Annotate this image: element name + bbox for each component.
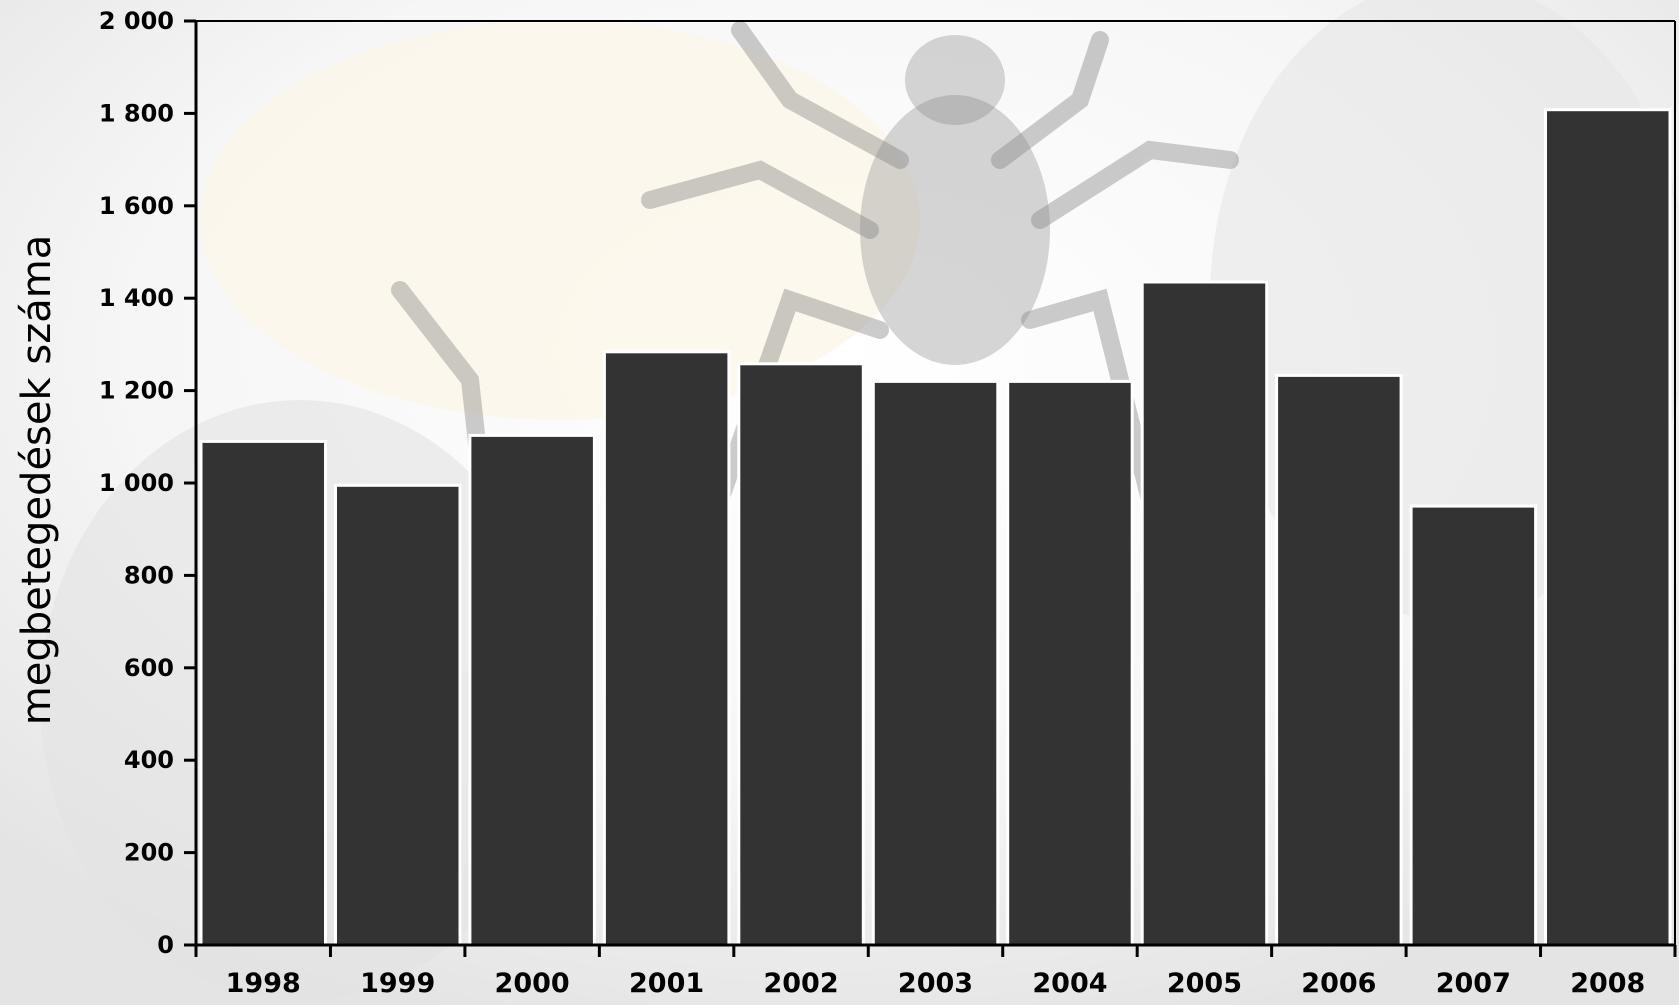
y-tick-label: 400 xyxy=(124,746,174,774)
bar-2000 xyxy=(468,433,596,947)
x-tick-label-2000: 2000 xyxy=(495,968,570,999)
y-tick-label: 1 000 xyxy=(99,469,174,497)
y-tick-label: 0 xyxy=(157,931,174,959)
bar-1998 xyxy=(199,439,327,947)
bar-2006 xyxy=(1275,373,1403,947)
y-tick-label: 1 800 xyxy=(99,99,174,127)
bar-2004 xyxy=(1006,379,1134,947)
bar-2002 xyxy=(737,362,865,947)
x-tick-label-2003: 2003 xyxy=(898,968,973,999)
x-tick-label-1999: 1999 xyxy=(360,968,435,999)
x-tick-label-2008: 2008 xyxy=(1570,968,1645,999)
x-tick-label-2001: 2001 xyxy=(629,968,704,999)
x-tick-label-2005: 2005 xyxy=(1167,968,1242,999)
bar-2001 xyxy=(602,350,731,947)
y-tick-label: 1 200 xyxy=(99,377,174,405)
plot-area: 0 200 400 600 800 1 000 1 200 1 400 1 600 1 800 2 … xyxy=(99,7,1677,999)
bar-1999 xyxy=(334,483,462,947)
y-axis-title: megbetegedések száma xyxy=(14,235,60,725)
bar-2003 xyxy=(871,379,1000,947)
y-axis-title-group: megbetegedések száma xyxy=(14,235,60,725)
y-tick-label: 800 xyxy=(124,561,174,589)
y-tick-label: 1 400 xyxy=(99,284,174,312)
x-tick-label-2002: 2002 xyxy=(763,968,838,999)
x-tick-label-1998: 1998 xyxy=(226,968,301,999)
y-tick-label: 600 xyxy=(124,654,174,682)
bar-2007 xyxy=(1409,504,1538,947)
x-tick-label-2006: 2006 xyxy=(1301,968,1376,999)
y-tick-label: 200 xyxy=(124,839,174,867)
x-tick-label-2004: 2004 xyxy=(1032,968,1107,999)
y-tick-label: 1 600 xyxy=(99,192,174,220)
y-tick-label: 2 000 xyxy=(99,7,174,35)
bar-2005 xyxy=(1140,280,1269,947)
x-tick-label-2007: 2007 xyxy=(1436,968,1511,999)
bar-2008 xyxy=(1544,108,1672,947)
